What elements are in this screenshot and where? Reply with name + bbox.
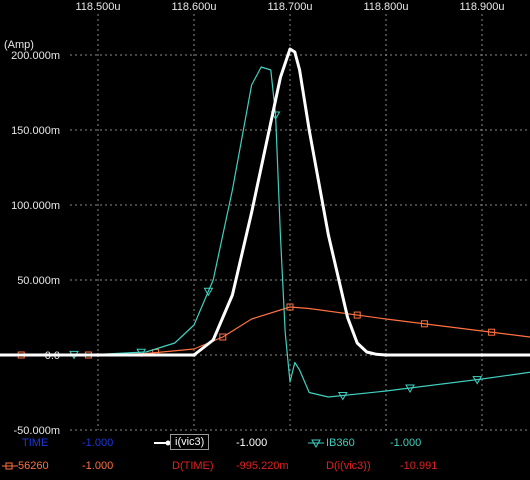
y-tick-label: 100.000m	[11, 200, 60, 212]
x-tick-label: 118.700u	[267, 1, 312, 13]
legend-56260-value: -1.000	[82, 460, 114, 472]
square-marker	[420, 320, 428, 328]
legend-dtime-value: -995.220m	[236, 460, 289, 472]
legend: TIME -1.000 i(vic3) -1.000 IB360 -1.000 …	[0, 430, 530, 480]
dot-marker	[96, 353, 100, 357]
triangle-marker	[337, 392, 348, 401]
legend-time-label[interactable]: TIME	[22, 437, 49, 449]
series-line-56260	[0, 306, 530, 356]
y-axis-label: (Amp)	[4, 39, 34, 51]
triangle-marker	[472, 376, 483, 385]
y-tick-label: 150.000m	[11, 125, 60, 137]
legend-ib360-value: -1.000	[390, 437, 422, 449]
x-tick-label: 118.500u	[75, 1, 120, 13]
square-marker	[353, 311, 361, 319]
axis-ticks: 118.500u 118.600u 118.700u 118.800u 118.900u…	[11, 1, 504, 437]
legend-dtime-label: D(TIME)	[172, 460, 214, 472]
triangle-marker	[203, 287, 214, 297]
y-tick-label: 200.000m	[11, 50, 60, 62]
legend-ivic3-value: -1.000	[236, 437, 268, 449]
triangle-marker	[405, 384, 415, 394]
square-marker	[219, 333, 227, 341]
dot-marker	[192, 353, 196, 357]
white-line-marker-icon	[154, 440, 171, 446]
x-tick-label: 118.900u	[459, 1, 504, 13]
legend-ivic3-label[interactable]: i(vic3)	[170, 434, 210, 450]
series-line-ivic3	[0, 47, 530, 357]
square-marker	[286, 303, 294, 311]
series-group	[0, 47, 530, 401]
square-marker-icon	[2, 462, 18, 470]
triangle-marker	[136, 348, 147, 358]
square-marker	[488, 328, 496, 336]
triangle-marker-icon	[308, 439, 324, 449]
x-tick-label: 118.800u	[363, 1, 408, 13]
x-tick-label: 118.600u	[171, 1, 216, 13]
y-tick-label: 50.000m	[17, 275, 60, 287]
y-tick-label: -50.000m	[14, 425, 60, 437]
dot-marker	[480, 353, 484, 357]
legend-time-value: -1.000	[82, 437, 114, 449]
legend-ib360-label[interactable]: IB360	[326, 437, 355, 449]
legend-divic3-value: -10.991	[400, 460, 438, 472]
legend-divic3-label: D(i(vic3))	[326, 460, 371, 472]
legend-56260-label[interactable]: 56260	[18, 460, 49, 472]
series-line-ib360	[0, 66, 530, 398]
dot-marker	[384, 353, 388, 357]
